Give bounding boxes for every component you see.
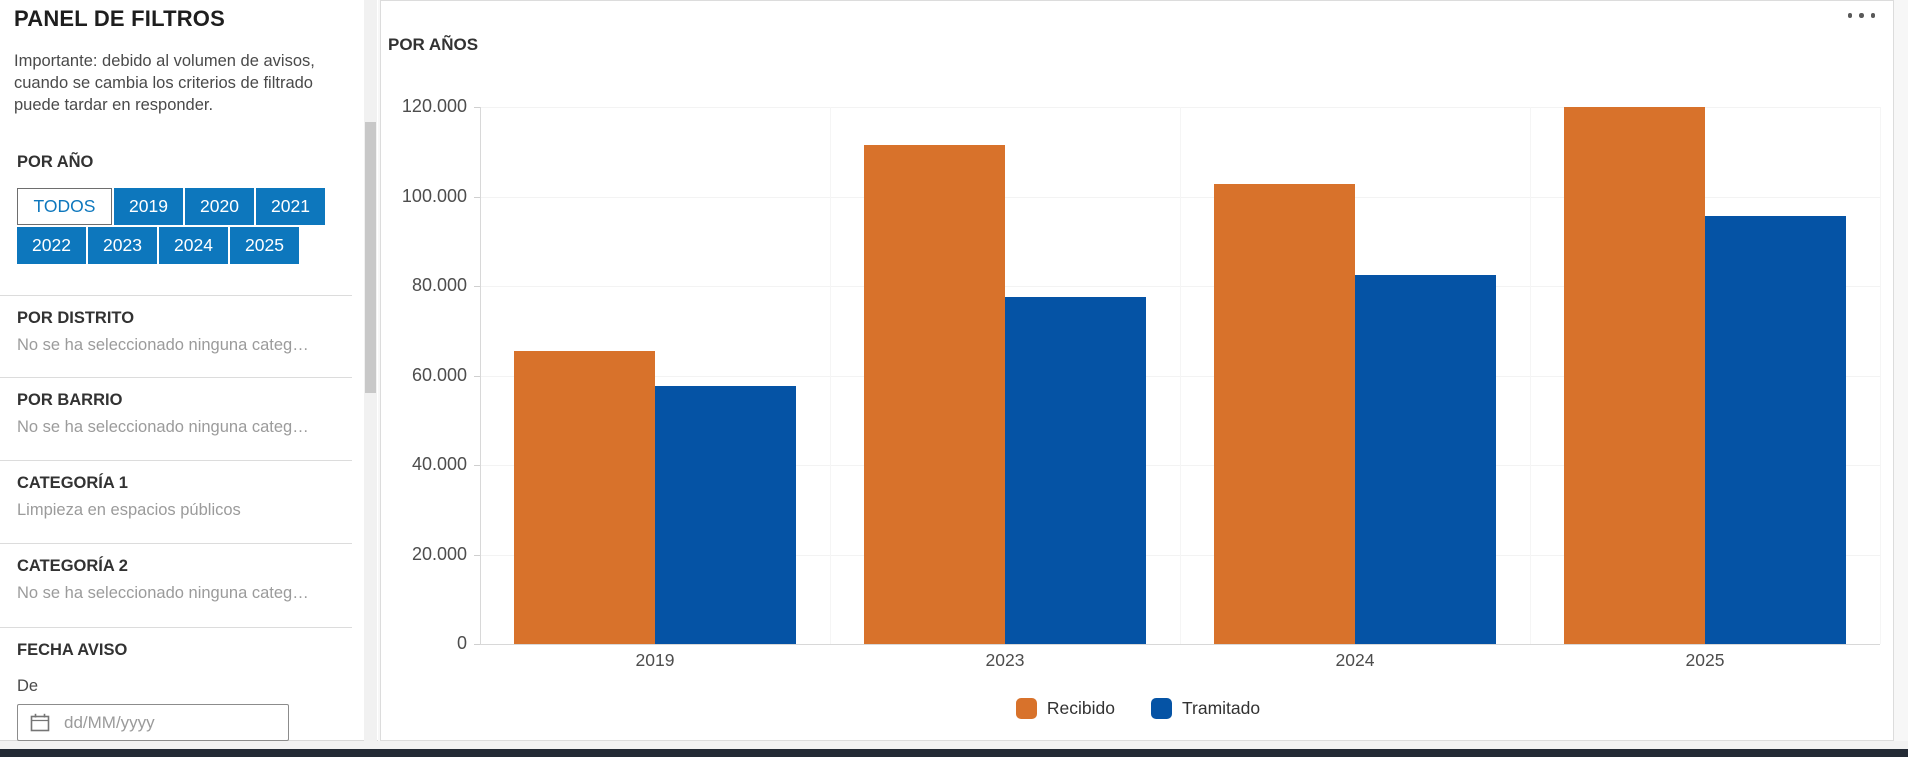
- fecha-de-label: De: [17, 677, 39, 695]
- calendar-icon: [30, 713, 50, 732]
- year-filter-button-2023[interactable]: 2023: [88, 227, 157, 264]
- year-filter-button-2024[interactable]: 2024: [159, 227, 228, 264]
- x-axis-label-2025: 2025: [1685, 650, 1725, 670]
- y-axis-line: [480, 107, 481, 644]
- legend-label: Recibido: [1046, 698, 1115, 718]
- filter-section-categor-a-2: CATEGORÍA 2 No se ha seleccionado ninguna…: [0, 543, 352, 603]
- filter-section-categor-a-1: CATEGORÍA 1 Limpieza en espacios públicos: [0, 460, 352, 520]
- filter-section-label: POR BARRIO: [17, 391, 123, 409]
- legend-label: Tramitado: [1181, 698, 1261, 718]
- panel-scrollbar[interactable]: [364, 0, 377, 741]
- gridline-vertical: [1880, 107, 1881, 644]
- gridline-vertical: [1530, 107, 1531, 644]
- legend-item-recibido[interactable]: Recibido: [1015, 698, 1115, 719]
- y-axis-tick: [474, 644, 480, 645]
- year-filter-button-2019[interactable]: 2019: [114, 188, 183, 225]
- filter-section-label: POR DISTRITO: [17, 309, 135, 327]
- bar-recibido-2024[interactable]: [1214, 183, 1355, 644]
- fecha-aviso-label: FECHA AVISO: [17, 641, 128, 659]
- filter-section-label: CATEGORÍA 1: [17, 474, 128, 492]
- year-filter-button-2021[interactable]: 2021: [256, 188, 325, 225]
- x-axis-line: [480, 644, 1880, 645]
- y-axis-tick: [474, 375, 480, 377]
- y-axis-tick: [474, 465, 480, 466]
- y-axis-tick-label: 0: [456, 633, 467, 653]
- y-axis-tick-label: 20.000: [411, 543, 467, 564]
- y-axis-tick-label: 80.000: [411, 275, 467, 295]
- y-axis-tick: [474, 107, 480, 108]
- page-bottom-gap: [0, 741, 1908, 749]
- chart-card: POR AÑOS 120.000 100.000 80.000 60.000 40.00…: [380, 0, 1894, 741]
- year-filter-button-todos[interactable]: TODOS: [17, 188, 112, 225]
- x-axis-label-2019: 2019: [635, 650, 675, 670]
- filter-section-value: No se ha seleccionado ninguna categ…: [17, 418, 309, 436]
- ellipsis-dot: [1847, 13, 1852, 18]
- panel-title: PANEL DE FILTROS: [14, 6, 225, 31]
- filter-panel: PANEL DE FILTROS Importante: debido al v…: [0, 0, 378, 741]
- date-field[interactable]: [64, 712, 254, 733]
- bar-chart-plot: 120.000 100.000 80.000 60.000 40.000 20.000 0 2…: [381, 1, 1895, 742]
- y-axis-tick: [474, 196, 480, 198]
- year-filter-button-2020[interactable]: 2020: [185, 188, 254, 225]
- legend-item-tramitado[interactable]: Tramitado: [1150, 698, 1261, 719]
- chart-title: POR AÑOS: [388, 35, 479, 54]
- y-axis-tick-label: 120.000: [401, 96, 467, 116]
- y-axis-tick-label: 40.000: [411, 454, 467, 474]
- bar-tramitado-2025[interactable]: [1705, 216, 1846, 644]
- year-filter-buttons: TODOS 2019 2020 2021 2022 2023 2024 2025: [17, 188, 339, 264]
- filter-section-por-distrito: POR DISTRITO No se ha seleccionado ningun…: [0, 295, 352, 355]
- bar-recibido-2019[interactable]: [514, 350, 655, 644]
- y-axis-tick-label: 60.000: [411, 364, 467, 385]
- filter-section-value: No se ha seleccionado ninguna categ…: [17, 584, 309, 602]
- filter-section-por-barrio: POR BARRIO No se ha seleccionado ninguna …: [0, 377, 352, 437]
- year-filter-button-2022[interactable]: 2022: [17, 227, 86, 264]
- bar-tramitado-2019[interactable]: [655, 385, 796, 644]
- ellipsis-dot: [1870, 13, 1875, 18]
- bar-tramitado-2024[interactable]: [1355, 274, 1496, 644]
- filter-section-value: No se ha seleccionado ninguna categ…: [17, 336, 309, 354]
- legend-swatch-recibido: [1015, 698, 1037, 719]
- gridline-vertical: [830, 107, 831, 644]
- legend-swatch-tramitado: [1150, 698, 1172, 719]
- y-axis-tick-label: 100.000: [401, 185, 467, 206]
- fecha-aviso-de-input[interactable]: [17, 704, 289, 741]
- year-filter-button-2025[interactable]: 2025: [230, 227, 299, 264]
- panel-notice: Importante: debido al volumen de avisos,…: [14, 52, 315, 114]
- y-axis-tick: [474, 286, 480, 287]
- chart-legend: Recibido Tramitado: [381, 698, 1895, 719]
- x-axis-label-2024: 2024: [1335, 650, 1375, 670]
- ellipsis-dot: [1859, 13, 1864, 18]
- panel-scrollbar-thumb[interactable]: [365, 122, 376, 393]
- bar-tramitado-2023[interactable]: [1005, 296, 1146, 644]
- gridline-vertical: [1180, 107, 1181, 644]
- page-bottom-bar: [0, 749, 1908, 757]
- filter-section-value: Limpieza en espacios públicos: [17, 501, 241, 519]
- card-menu-button[interactable]: [1842, 7, 1882, 24]
- bar-recibido-2023[interactable]: [864, 145, 1005, 644]
- y-axis-tick: [474, 554, 480, 556]
- x-axis-label-2023: 2023: [985, 650, 1025, 670]
- filter-section-fecha-aviso: FECHA AVISO De: [0, 627, 352, 741]
- bar-recibido-2025[interactable]: [1564, 106, 1705, 644]
- filter-section-label: CATEGORÍA 2: [17, 557, 128, 575]
- year-filter-label: POR AÑO: [17, 153, 94, 171]
